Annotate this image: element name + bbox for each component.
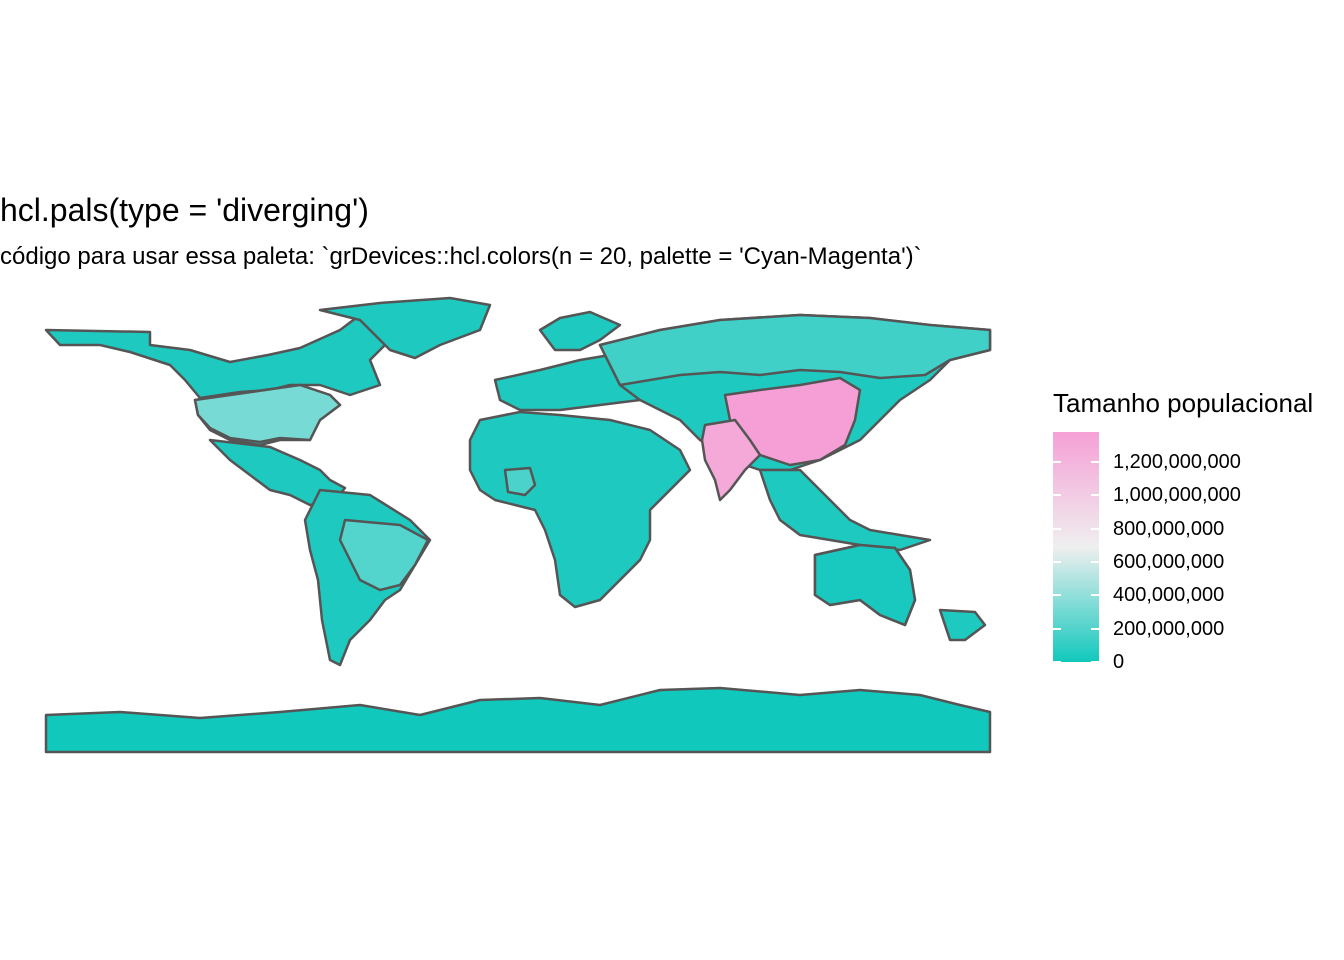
land-region <box>44 686 992 754</box>
plot-title: hcl.pals(type = 'diverging') <box>0 192 369 228</box>
legend-colorbar <box>1053 432 1099 662</box>
land-region <box>468 410 692 609</box>
legend-tick-mark <box>1091 627 1099 630</box>
legend-tick-mark <box>1091 527 1099 530</box>
country-india <box>700 418 762 502</box>
legend-tick-mark <box>1091 561 1099 563</box>
legend-tick-mark <box>1091 661 1099 663</box>
land-region <box>758 468 932 552</box>
legend-tick-mark <box>1053 527 1061 530</box>
land-region <box>538 310 622 352</box>
land-region <box>318 296 492 360</box>
legend-tick-label: 1,200,000,000 <box>1113 451 1241 473</box>
country-brazil <box>338 518 430 592</box>
country-nigeria <box>503 466 537 497</box>
legend-tick-mark <box>1053 661 1061 663</box>
legend-tick-label: 0 <box>1113 651 1125 673</box>
legend-tick-mark <box>1053 627 1061 630</box>
legend-tick-label: 600,000,000 <box>1113 551 1225 573</box>
legend-tick-label: 400,000,000 <box>1113 584 1225 607</box>
country-russia <box>598 313 992 387</box>
legend-tick-label: 200,000,000 <box>1113 617 1225 640</box>
legend-title: Tamanho populacional <box>1053 388 1314 418</box>
plot-subtitle: código para usar essa paleta: `grDevices… <box>0 243 922 270</box>
legend-tick-mark <box>1053 494 1061 497</box>
legend-tick-mark <box>1091 594 1099 597</box>
legend-tick-mark <box>1091 494 1099 497</box>
legend-tick-mark <box>1053 594 1061 597</box>
legend-tick-mark <box>1053 561 1061 563</box>
legend-tick-label: 800,000,000 <box>1113 517 1225 540</box>
legend-tick-mark <box>1091 461 1099 463</box>
country-united-states <box>193 383 342 444</box>
country-australia <box>813 543 917 627</box>
legend-tick-label: 1,000,000,000 <box>1113 484 1241 507</box>
land-region <box>938 608 987 642</box>
land-region <box>44 313 402 400</box>
legend-tick-mark <box>1053 461 1061 463</box>
